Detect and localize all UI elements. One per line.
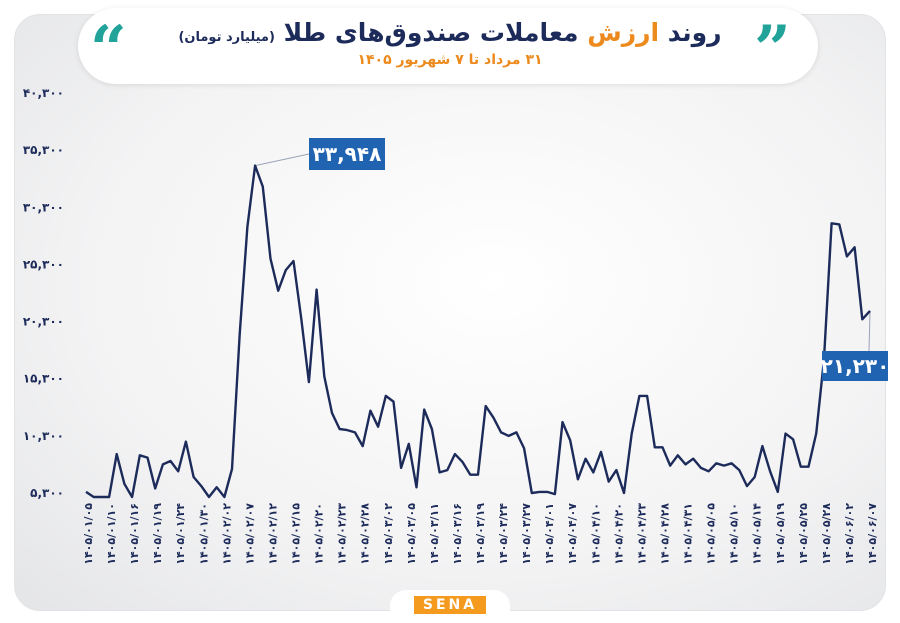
- x-tick-label: ۱۴۰۵/۰۱/۲۴: [174, 503, 187, 565]
- y-tick-label: ۱۵,۳۰۰: [23, 372, 64, 386]
- x-tick-label: ۱۴۰۵/۰۵/۱۰: [728, 503, 741, 565]
- quote-mark-right-icon: ”: [754, 12, 791, 87]
- x-tick-label: ۱۴۰۵/۰۴/۰۱: [543, 503, 556, 565]
- annotation-label: ۲۱,۲۳۰: [821, 354, 890, 378]
- x-tick-label: ۱۴۰۵/۰۳/۱۱: [428, 503, 441, 565]
- x-tick-label: ۱۴۰۵/۰۲/۱۲: [266, 503, 279, 565]
- chart-subtitle: ۳۱ مرداد تا ۷ شهریور ۱۴۰۵: [357, 52, 543, 68]
- title-accent: ارزش: [587, 18, 660, 47]
- x-axis-ticks: ۱۴۰۵/۰۱/۰۵ ۱۴۰۵/۰۱/۱۰ ۱۴۰۵/۰۱/۱۶ ۱۴۰۵/۰۱/۱۹…: [82, 503, 879, 565]
- y-tick-label: ۲۵,۳۰۰: [23, 257, 64, 271]
- y-axis-ticks: ۵,۳۰۰ ۱۰,۳۰۰ ۱۵,۳۰۰ ۲۰,۳۰۰ ۲۵,۳۰۰ ۳۰,۳۰۰ ۳۵,۳۰…: [23, 86, 64, 500]
- annotation-label: ۳۳,۹۴۸: [313, 142, 382, 166]
- logo-tab: SENA: [390, 590, 510, 623]
- header-pill: [78, 8, 818, 84]
- x-tick-label: ۱۴۰۵/۰۱/۰۵: [82, 503, 95, 565]
- annotation-box: [309, 138, 385, 170]
- annotation-leader-line: [254, 153, 310, 167]
- title-part2: معاملات صندوق‌های طلا: [283, 18, 579, 47]
- annotation-leaders: [254, 153, 871, 352]
- y-tick-label: ۳۵,۳۰۰: [23, 143, 64, 157]
- x-tick-label: ۱۴۰۵/۰۲/۲۸: [359, 503, 372, 565]
- series-line: [85, 164, 871, 499]
- y-tick-label: ۲۰,۳۰۰: [23, 315, 64, 329]
- x-tick-label: ۱۴۰۵/۰۴/۰۷: [566, 503, 579, 565]
- chart-frame: [14, 14, 886, 611]
- x-tick-label: ۱۴۰۵/۰۳/۱۶: [451, 503, 464, 565]
- x-tick-label: ۱۴۰۵/۰۵/۲۵: [797, 503, 810, 565]
- x-tick-label: ۱۴۰۵/۰۳/۲۷: [520, 503, 533, 565]
- annotation-leader-line: [868, 310, 871, 352]
- x-tick-label: ۱۴۰۵/۰۲/۰۲: [220, 503, 233, 565]
- x-tick-label: ۱۴۰۵/۰۴/۲۰: [612, 503, 625, 565]
- annotation-box: [822, 351, 888, 381]
- quote-mark-left-icon: “: [90, 12, 127, 87]
- x-tick-label: ۱۴۰۵/۰۶/۰۷: [866, 503, 879, 565]
- x-tick-label: ۱۴۰۵/۰۳/۱۹: [474, 503, 487, 565]
- x-tick-label: ۱۴۰۵/۰۵/۰۵: [705, 503, 718, 565]
- y-tick-label: ۱۰,۳۰۰: [23, 429, 64, 443]
- x-tick-label: ۱۴۰۵/۰۶/۰۲: [843, 503, 856, 565]
- sena-logo: SENA: [414, 596, 486, 614]
- x-tick-label: ۱۴۰۵/۰۴/۲۳: [635, 503, 648, 565]
- x-tick-label: ۱۴۰۵/۰۵/۱۴: [751, 503, 764, 565]
- annotations: ۳۳,۹۴۸ ۲۱,۲۳۰: [309, 138, 889, 381]
- x-tick-label: ۱۴۰۵/۰۴/۲۸: [658, 503, 671, 565]
- x-tick-label: ۱۴۰۵/۰۱/۱۹: [151, 503, 164, 565]
- title-part1: روند: [667, 18, 722, 47]
- chart-title: روند ارزش معاملات صندوق‌های طلا (میلیارد…: [150, 18, 750, 47]
- x-tick-label: ۱۴۰۵/۰۱/۳۰: [197, 503, 210, 565]
- x-tick-label: ۱۴۰۵/۰۱/۱۶: [128, 503, 141, 565]
- x-tick-label: ۱۴۰۵/۰۲/۰۷: [243, 503, 256, 565]
- x-tick-label: ۱۴۰۵/۰۵/۲۸: [820, 503, 833, 565]
- x-tick-label: ۱۴۰۵/۰۳/۲۴: [497, 503, 510, 565]
- y-tick-label: ۴۰,۳۰۰: [23, 86, 64, 100]
- x-tick-label: ۱۴۰۵/۰۲/۲۳: [336, 503, 349, 565]
- x-tick-label: ۱۴۰۵/۰۱/۱۰: [105, 503, 118, 565]
- title-unit-note: (میلیارد تومان): [178, 30, 275, 45]
- y-tick-label: ۵,۳۰۰: [30, 486, 64, 500]
- x-tick-label: ۱۴۰۵/۰۴/۳۱: [682, 503, 695, 565]
- x-tick-label: ۱۴۰۵/۰۳/۰۵: [405, 503, 418, 565]
- x-tick-label: ۱۴۰۵/۰۴/۱۰: [589, 503, 602, 565]
- y-tick-label: ۳۰,۳۰۰: [23, 200, 64, 214]
- x-tick-label: ۱۴۰۵/۰۲/۱۵: [290, 503, 303, 565]
- x-tick-label: ۱۴۰۵/۰۲/۲۰: [313, 503, 326, 565]
- x-tick-label: ۱۴۰۵/۰۳/۰۲: [382, 503, 395, 565]
- x-tick-label: ۱۴۰۵/۰۵/۱۹: [774, 503, 787, 565]
